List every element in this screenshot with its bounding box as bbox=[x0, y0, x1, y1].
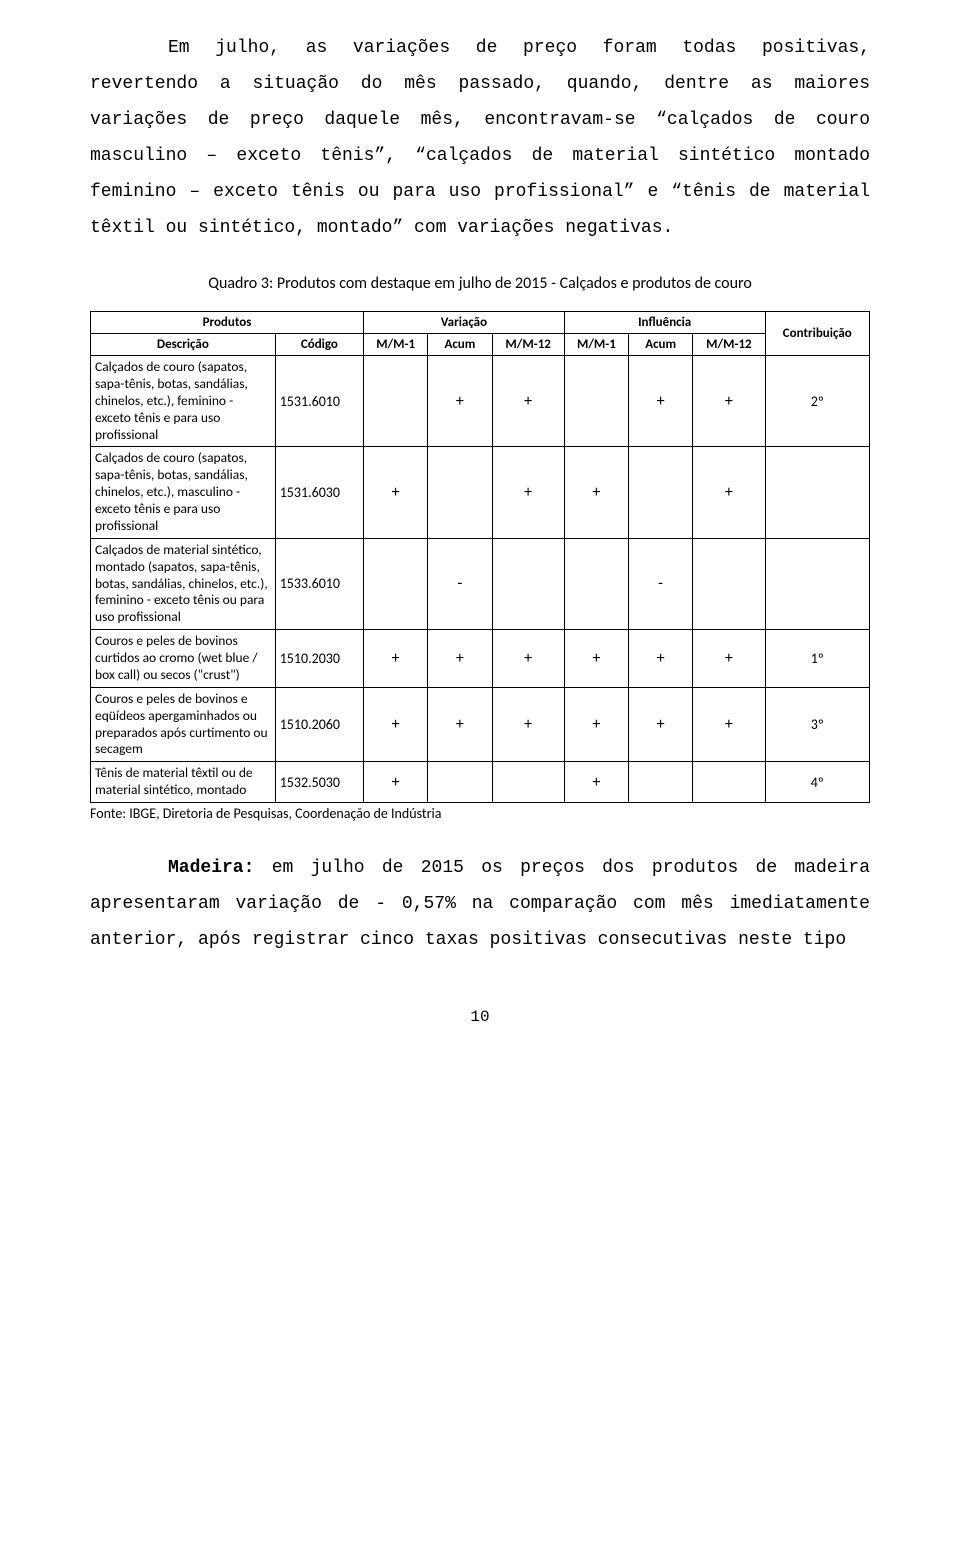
cell-desc: Calçados de couro (sapatos, sapa-tênis, … bbox=[91, 447, 276, 538]
cell-i-mm1 bbox=[564, 356, 628, 447]
cell-code: 1510.2030 bbox=[275, 630, 363, 688]
cell-i-mm12 bbox=[693, 762, 765, 803]
cell-code: 1531.6030 bbox=[275, 447, 363, 538]
cell-contrib: 2º bbox=[765, 356, 869, 447]
cell-i-mm1: + bbox=[564, 630, 628, 688]
cell-contrib: 1º bbox=[765, 630, 869, 688]
table-caption: Quadro 3: Produtos com destaque em julho… bbox=[90, 274, 870, 293]
cell-i-acum: + bbox=[629, 687, 693, 762]
cell-i-acum: + bbox=[629, 356, 693, 447]
body-paragraph-2: Madeira: em julho de 2015 os preços dos … bbox=[90, 850, 870, 958]
table-body: Calçados de couro (sapatos, sapa-tênis, … bbox=[91, 356, 870, 803]
cell-v-mm12 bbox=[492, 762, 564, 803]
cell-desc: Tênis de material têxtil ou de material … bbox=[91, 762, 276, 803]
table-row: Calçados de couro (sapatos, sapa-tênis, … bbox=[91, 356, 870, 447]
cell-i-mm1: + bbox=[564, 447, 628, 538]
table-source: Fonte: IBGE, Diretoria de Pesquisas, Coo… bbox=[90, 805, 870, 822]
cell-v-acum: + bbox=[428, 687, 492, 762]
cell-v-mm1: + bbox=[364, 630, 428, 688]
document-page: Em julho, as variações de preço foram to… bbox=[0, 0, 960, 1066]
cell-v-acum: - bbox=[428, 538, 492, 629]
th-produtos: Produtos bbox=[91, 312, 364, 334]
th-influencia: Influência bbox=[564, 312, 765, 334]
intro-paragraph: Em julho, as variações de preço foram to… bbox=[90, 30, 870, 246]
th-v-acum: Acum bbox=[428, 334, 492, 356]
cell-desc: Couros e peles de bovinos curtidos ao cr… bbox=[91, 630, 276, 688]
cell-desc: Calçados de couro (sapatos, sapa-tênis, … bbox=[91, 356, 276, 447]
th-v-mm1: M/M-1 bbox=[364, 334, 428, 356]
cell-v-mm12: + bbox=[492, 356, 564, 447]
cell-i-mm12: + bbox=[693, 687, 765, 762]
cell-contrib bbox=[765, 447, 869, 538]
table-header: Produtos Variação Influência Contribuiçã… bbox=[91, 312, 870, 356]
cell-desc: Couros e peles de bovinos e eqüídeos ape… bbox=[91, 687, 276, 762]
th-i-acum: Acum bbox=[629, 334, 693, 356]
cell-i-mm12: + bbox=[693, 356, 765, 447]
th-variacao: Variação bbox=[364, 312, 565, 334]
cell-i-mm12: + bbox=[693, 630, 765, 688]
cell-v-mm12: + bbox=[492, 447, 564, 538]
cell-i-mm1: + bbox=[564, 687, 628, 762]
intro-text: Em julho, as variações de preço foram to… bbox=[90, 30, 870, 246]
section-label-madeira: Madeira: bbox=[168, 858, 254, 878]
th-codigo: Código bbox=[275, 334, 363, 356]
cell-v-acum bbox=[428, 762, 492, 803]
cell-i-acum: + bbox=[629, 630, 693, 688]
cell-i-mm1: + bbox=[564, 762, 628, 803]
table-row: Couros e peles de bovinos curtidos ao cr… bbox=[91, 630, 870, 688]
cell-i-mm12: + bbox=[693, 447, 765, 538]
cell-v-mm1: + bbox=[364, 762, 428, 803]
cell-code: 1532.5030 bbox=[275, 762, 363, 803]
cell-v-mm12: + bbox=[492, 687, 564, 762]
cell-contrib: 4º bbox=[765, 762, 869, 803]
cell-i-mm1 bbox=[564, 538, 628, 629]
table-row: Calçados de couro (sapatos, sapa-tênis, … bbox=[91, 447, 870, 538]
page-number: 10 bbox=[90, 1008, 870, 1026]
cell-contrib: 3º bbox=[765, 687, 869, 762]
products-table: Produtos Variação Influência Contribuiçã… bbox=[90, 311, 870, 803]
th-i-mm12: M/M-12 bbox=[693, 334, 765, 356]
table-row: Calçados de material sintético, montado … bbox=[91, 538, 870, 629]
table-row: Couros e peles de bovinos e eqüídeos ape… bbox=[91, 687, 870, 762]
cell-contrib bbox=[765, 538, 869, 629]
cell-v-mm12: + bbox=[492, 630, 564, 688]
th-descricao: Descrição bbox=[91, 334, 276, 356]
cell-v-acum: + bbox=[428, 630, 492, 688]
th-i-mm1: M/M-1 bbox=[564, 334, 628, 356]
cell-code: 1531.6010 bbox=[275, 356, 363, 447]
cell-i-acum bbox=[629, 447, 693, 538]
cell-code: 1510.2060 bbox=[275, 687, 363, 762]
cell-i-acum bbox=[629, 762, 693, 803]
cell-code: 1533.6010 bbox=[275, 538, 363, 629]
cell-v-mm1: + bbox=[364, 687, 428, 762]
cell-v-mm1 bbox=[364, 356, 428, 447]
table-row: Tênis de material têxtil ou de material … bbox=[91, 762, 870, 803]
th-v-mm12: M/M-12 bbox=[492, 334, 564, 356]
cell-v-mm1 bbox=[364, 538, 428, 629]
cell-v-mm12 bbox=[492, 538, 564, 629]
cell-v-mm1: + bbox=[364, 447, 428, 538]
cell-desc: Calçados de material sintético, montado … bbox=[91, 538, 276, 629]
cell-i-mm12 bbox=[693, 538, 765, 629]
cell-v-acum bbox=[428, 447, 492, 538]
cell-v-acum: + bbox=[428, 356, 492, 447]
th-contribuicao: Contribuição bbox=[765, 312, 869, 356]
cell-i-acum: - bbox=[629, 538, 693, 629]
